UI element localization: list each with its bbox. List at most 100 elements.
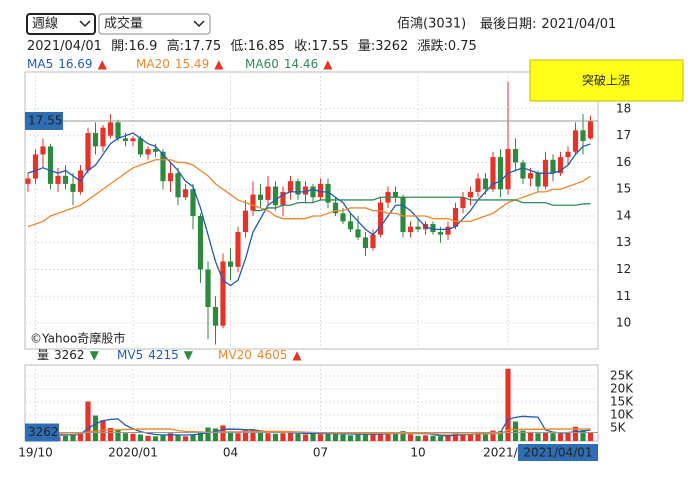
y-tick-label: 17 [616, 128, 631, 142]
candle-body [565, 151, 571, 158]
candle-body [527, 173, 534, 179]
candle-body [580, 130, 586, 142]
volume-bar [325, 433, 331, 441]
volume-bar [257, 431, 264, 441]
info-value: 3262 [375, 39, 408, 54]
volume-bar [467, 434, 474, 441]
volume-bar [115, 429, 121, 441]
candle-body [302, 186, 309, 195]
candle-body [190, 189, 196, 216]
candle-body [265, 186, 271, 200]
legend-arrow: ▲ [292, 348, 302, 362]
legend-arrow: ▲ [98, 57, 108, 71]
volume-bar [385, 431, 391, 441]
legend-arrow: ▼ [90, 348, 100, 362]
volume-bar [362, 433, 369, 441]
candle-body [467, 191, 474, 198]
candle-body [557, 157, 564, 174]
volume-bar [62, 435, 69, 441]
price-frame [24, 71, 599, 350]
candle-body [587, 120, 594, 139]
legend-value: 16.69 [58, 57, 92, 71]
volume-bar [302, 434, 309, 441]
legend-name: MA60 [245, 57, 279, 71]
volume-bar [122, 433, 129, 441]
y-tick-label: 25K [610, 368, 634, 382]
candle-body [272, 186, 279, 206]
volume-bar [347, 435, 354, 441]
candle-body [175, 173, 181, 198]
candle-body [505, 149, 511, 190]
volume-bar [242, 430, 249, 441]
volume-bar [580, 430, 586, 441]
ma-line [253, 196, 591, 212]
legend-entry: MA60 14.46 ▲ [245, 57, 333, 71]
candle-body [400, 197, 406, 233]
candle-body [325, 183, 331, 203]
legend-entry: MA5 16.69 ▲ [27, 57, 108, 71]
volume-bar [160, 434, 166, 441]
candle-body [40, 146, 46, 155]
candle-body [407, 226, 414, 233]
candle-body [160, 151, 166, 182]
volume-bar [152, 436, 159, 441]
candle-body [520, 162, 526, 179]
candle-body [220, 261, 226, 326]
volume-bar [452, 433, 459, 441]
candle-body [280, 191, 286, 206]
volume-bar [265, 433, 271, 441]
candle-body [235, 232, 241, 267]
x-tick-label: 10 [410, 446, 425, 460]
legend-entry: MV5 4215 ▼ [117, 348, 194, 362]
ma-line [27, 132, 591, 287]
candle-body [452, 207, 459, 227]
volume-bar [250, 429, 256, 441]
candle-body [377, 202, 384, 235]
y-tick-label: 11 [616, 289, 631, 303]
period-select[interactable] [26, 13, 96, 35]
volume-bar [475, 431, 481, 441]
info-value: 16.9 [128, 39, 157, 54]
volume-bar [205, 427, 211, 441]
period-select-text: 週線 [32, 16, 58, 32]
candle-body [482, 178, 489, 190]
indicator-select[interactable] [98, 13, 211, 35]
candle-body [145, 149, 151, 155]
volume-bar [340, 434, 346, 441]
volume-bar [482, 434, 489, 441]
volume-bar [130, 433, 136, 441]
ma-line [27, 159, 591, 228]
info-label: 漲跌: [417, 38, 447, 54]
volume-bar [377, 434, 384, 441]
legend-value: 14.46 [284, 57, 318, 71]
volume-bar [415, 435, 421, 441]
volume-bar [137, 434, 144, 441]
volume-bar [287, 431, 294, 441]
y-tick-label: 12 [616, 262, 631, 276]
volume-bar [92, 415, 99, 441]
last-volume-box [25, 423, 59, 442]
volume-bar [505, 368, 511, 441]
candle-body [250, 194, 256, 211]
candle-body [205, 269, 211, 307]
volume-bar [490, 430, 496, 441]
candle-body [497, 157, 504, 190]
legend-value: 4605 [257, 348, 288, 362]
candle-body [212, 306, 219, 326]
legend-value: 3262 [54, 348, 85, 362]
info-label: 低: [230, 39, 247, 54]
info-row: 2021/04/01 開:16.9 高:17.75 低:16.85 收:17.5… [27, 38, 477, 54]
candle-body [107, 122, 114, 136]
candle-body [512, 149, 519, 163]
volume-bar [235, 433, 241, 441]
indicator-select-text: 成交量 [104, 16, 143, 32]
info-value: 17.75 [184, 39, 221, 54]
info-value: 16.85 [248, 39, 285, 54]
info-label: 收: [294, 39, 311, 54]
legend-name: MA5 [27, 57, 53, 71]
volume-bar [272, 433, 279, 441]
volume-bar [497, 431, 504, 441]
last-volume-label: 3262 [28, 425, 59, 439]
